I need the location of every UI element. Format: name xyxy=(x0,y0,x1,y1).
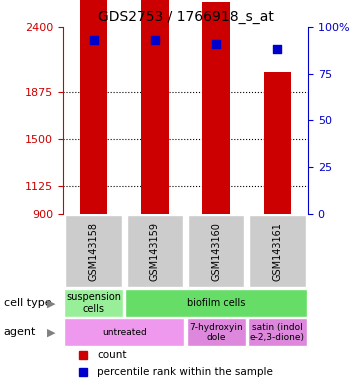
Text: agent: agent xyxy=(4,328,36,338)
Bar xyxy=(202,114,230,214)
Text: GSM143159: GSM143159 xyxy=(150,222,160,281)
Bar xyxy=(202,2,230,214)
FancyBboxPatch shape xyxy=(127,215,183,287)
FancyBboxPatch shape xyxy=(125,289,307,317)
FancyBboxPatch shape xyxy=(187,318,245,346)
Text: untreated: untreated xyxy=(102,328,147,337)
Text: GSM143161: GSM143161 xyxy=(272,222,282,281)
Text: biofilm cells: biofilm cells xyxy=(187,298,245,308)
Text: count: count xyxy=(97,350,127,360)
Point xyxy=(152,37,158,43)
Text: GSM143160: GSM143160 xyxy=(211,222,221,281)
Bar xyxy=(141,76,169,214)
FancyBboxPatch shape xyxy=(248,318,307,346)
Text: ▶: ▶ xyxy=(47,298,56,308)
Text: percentile rank within the sample: percentile rank within the sample xyxy=(97,367,273,377)
Bar xyxy=(141,0,169,214)
Bar xyxy=(80,0,107,214)
Title: GDS2753 / 1766918_s_at: GDS2753 / 1766918_s_at xyxy=(98,10,273,25)
Point xyxy=(213,41,219,47)
Point xyxy=(274,46,280,52)
Text: ▶: ▶ xyxy=(47,328,56,338)
Text: GSM143158: GSM143158 xyxy=(89,222,99,281)
Bar xyxy=(264,72,291,214)
FancyBboxPatch shape xyxy=(249,215,306,287)
FancyBboxPatch shape xyxy=(188,215,244,287)
Point xyxy=(91,37,97,43)
Text: 7-hydroxyin
dole: 7-hydroxyin dole xyxy=(189,323,243,342)
Text: satin (indol
e-2,3-dione): satin (indol e-2,3-dione) xyxy=(250,323,305,342)
FancyBboxPatch shape xyxy=(64,318,184,346)
FancyBboxPatch shape xyxy=(64,289,123,317)
Bar xyxy=(264,184,291,214)
FancyBboxPatch shape xyxy=(65,215,122,287)
Bar xyxy=(80,96,107,214)
Text: suspension
cells: suspension cells xyxy=(66,293,121,314)
Text: cell type: cell type xyxy=(4,298,51,308)
